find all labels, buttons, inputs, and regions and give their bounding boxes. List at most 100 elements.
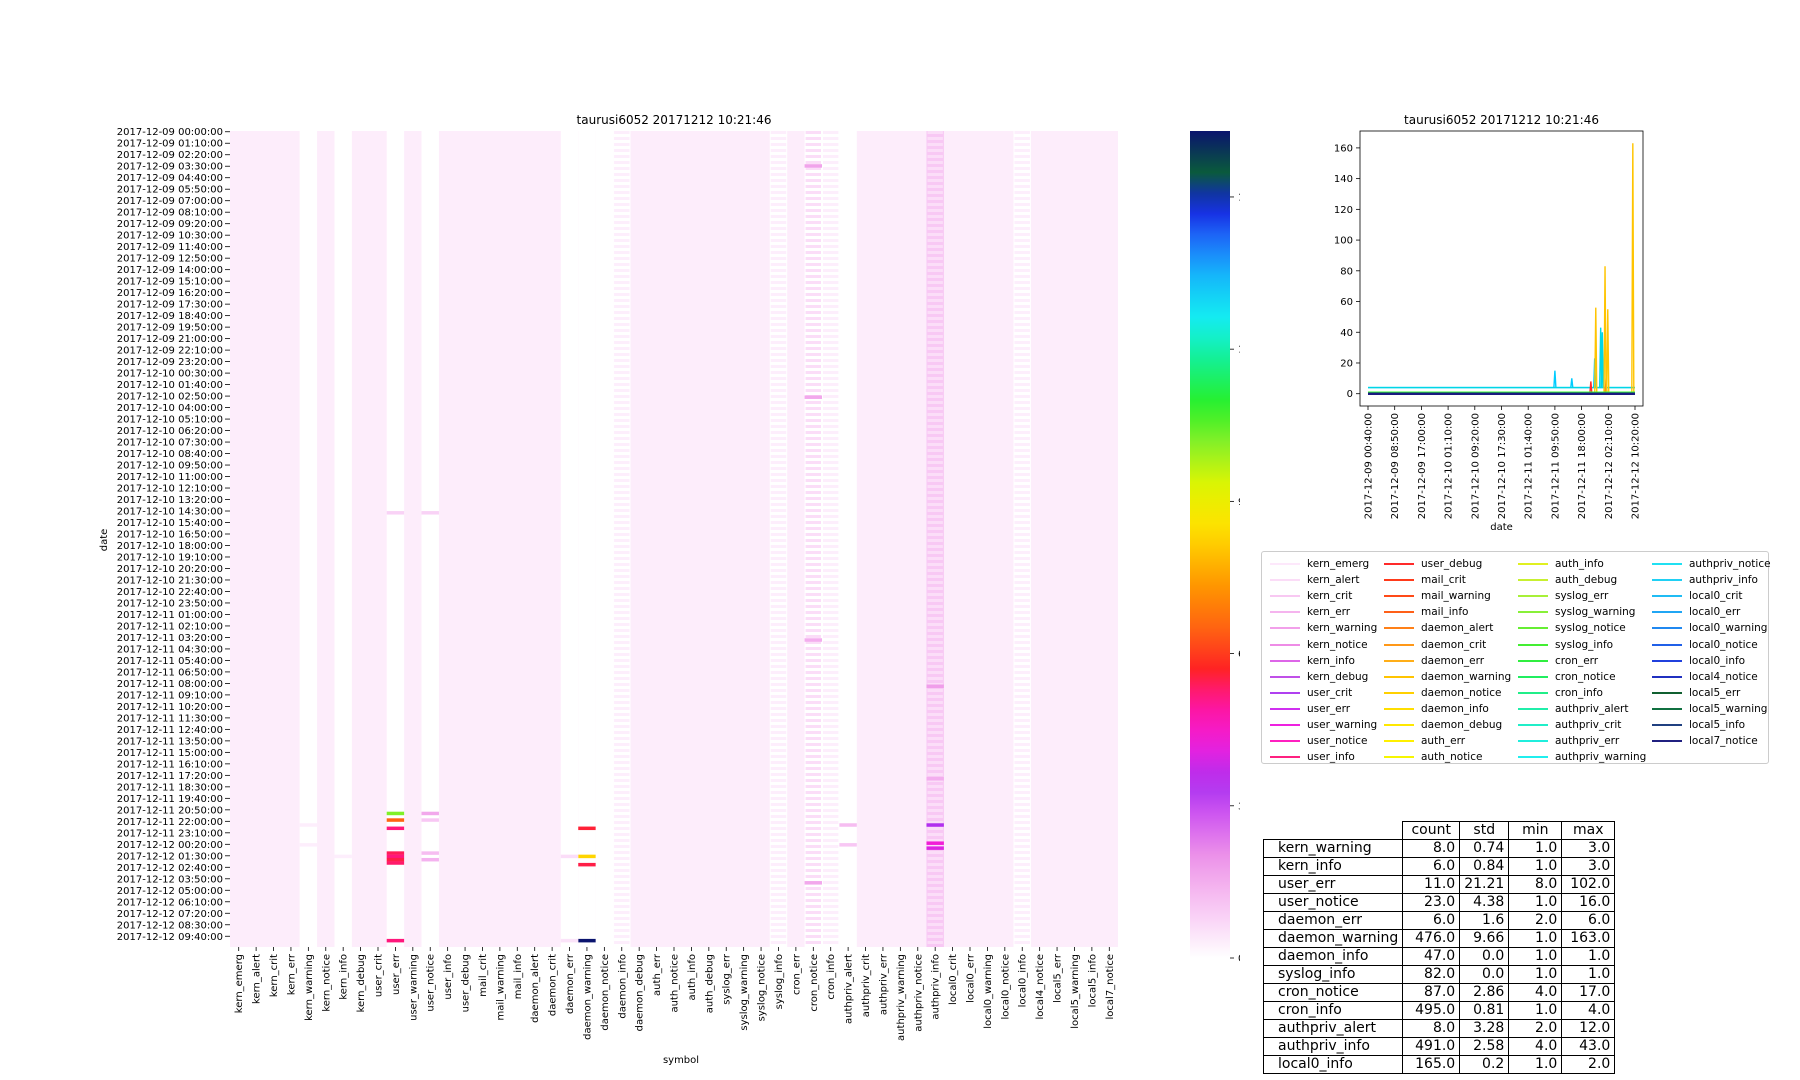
heatmap-stripe <box>927 197 943 200</box>
heatmap-stripe <box>927 821 943 824</box>
heatmap-stripe <box>823 221 839 224</box>
legend-swatch <box>1652 723 1682 726</box>
heatmap-stripe <box>1014 221 1030 224</box>
heatmap-stripe <box>1014 239 1030 242</box>
heatmap-stripe <box>927 695 943 698</box>
heatmap-stripe <box>614 707 630 710</box>
heatmap-stripe <box>927 281 943 284</box>
heatmap-stripe <box>805 215 821 218</box>
heatmap-stripe <box>805 479 821 482</box>
heatmap-stripe <box>927 425 943 428</box>
heatmap-stripe <box>927 431 943 434</box>
heatmap-y-tick-label: 2017-12-09 23:20:00 <box>117 357 223 368</box>
heatmap-stripe <box>1014 257 1030 260</box>
heatmap-stripe <box>770 509 787 512</box>
heatmap-stripe <box>614 317 630 320</box>
heatmap-stripe <box>927 623 943 626</box>
heatmap-stripe <box>927 407 943 410</box>
heatmap-stripe <box>805 131 821 134</box>
heatmap-stripe <box>927 269 943 272</box>
heatmap-stripe <box>1014 785 1030 788</box>
stats-cell: 1.0 <box>1561 965 1616 984</box>
heatmap-stripe <box>823 587 839 590</box>
heatmap-stripe <box>614 329 630 332</box>
heatmap-stripe <box>614 821 630 824</box>
heatmap-stripe <box>927 503 943 506</box>
heatmap-stripe <box>805 863 821 866</box>
heatmap-x-tick-label: daemon_alert <box>530 954 541 1023</box>
heatmap-y-tick-label: 2017-12-12 05:00:00 <box>117 886 223 897</box>
stats-cell: 12.0 <box>1561 1019 1616 1038</box>
heatmap-x-tick-label: user_warning <box>408 954 419 1021</box>
heatmap-stripe <box>823 317 839 320</box>
heatmap-stripe <box>1014 815 1030 818</box>
heatmap-stripe <box>1014 155 1030 158</box>
heatmap-x-tick-label: user_err <box>391 953 402 995</box>
legend-item-kern_crit: kern_crit <box>1266 588 1377 604</box>
legend-item-authpriv_warning: authpriv_warning <box>1514 749 1646 765</box>
heatmap-stripe <box>927 803 943 806</box>
stats-cell: 6.0 <box>1402 857 1461 876</box>
heatmap-stripe <box>614 491 630 494</box>
stats-cell: 0.0 <box>1459 965 1510 984</box>
heatmap-y-tick-label: 2017-12-11 15:00:00 <box>117 748 223 759</box>
heatmap-x-tick-label: local0_err <box>966 953 977 1003</box>
table-row: authpriv_alert 8.0 3.28 2.0 12.0 <box>1262 1019 1616 1038</box>
heatmap-stripe <box>614 803 630 806</box>
line-chart-title: taurusi6052 20171212 10:21:46 <box>1404 113 1599 127</box>
heatmap-stripe <box>614 311 630 314</box>
legend-label: daemon_crit <box>1421 638 1487 651</box>
heatmap-y-tick-label: 2017-12-11 03:20:00 <box>117 633 223 644</box>
heatmap-stripe <box>614 299 630 302</box>
heatmap-y-tick-label: 2017-12-10 16:50:00 <box>117 530 223 541</box>
heatmap-stripe <box>805 923 821 926</box>
stats-cell: 8.0 <box>1402 1019 1461 1038</box>
legend-label: local7_notice <box>1689 735 1758 748</box>
heatmap-stripe <box>1014 503 1030 506</box>
heatmap-stripe <box>823 857 839 860</box>
heatmap-stripe <box>1014 293 1030 296</box>
heatmap-stripe <box>805 581 821 584</box>
heatmap-stripe <box>805 911 821 914</box>
heatmap-stripe <box>1014 215 1030 218</box>
heatmap-stripe <box>1014 551 1030 554</box>
heatmap-stripe <box>805 251 821 254</box>
stats-cell: 8.0 <box>1508 875 1563 894</box>
legend-label: local0_warning <box>1689 622 1768 635</box>
heatmap-stripe <box>614 275 630 278</box>
line-x-tick-label: 2017-12-12 10:20:00 <box>1631 413 1642 519</box>
heatmap-stripe <box>805 419 821 422</box>
heatmap-x-tick-label: kern_warning <box>304 954 315 1021</box>
heatmap-stripe <box>927 599 943 602</box>
heatmap-stripe <box>927 365 943 368</box>
heatmap-stripe <box>614 161 630 164</box>
heatmap-stripe <box>805 293 821 296</box>
heatmap-stripe <box>823 203 839 206</box>
heatmap-x-tick-label: auth_info <box>687 954 698 1000</box>
legend-item-auth_info: auth_info <box>1514 556 1646 572</box>
heatmap-stripe <box>805 701 821 704</box>
heatmap-stripe <box>1014 461 1030 464</box>
heatmap-stripe <box>614 941 630 944</box>
stats-cell: 6.0 <box>1402 911 1461 930</box>
heatmap-stripe <box>823 653 839 656</box>
heatmap-stripe <box>614 833 630 836</box>
stats-cell: 9.66 <box>1459 929 1510 948</box>
heatmap-cell-user_notice <box>421 857 439 862</box>
legend-item-local0_crit: local0_crit <box>1648 588 1771 604</box>
legend-swatch <box>1270 756 1300 759</box>
heatmap-stripe <box>805 425 821 428</box>
table-row: user_notice 23.0 4.38 1.0 16.0 <box>1262 893 1616 912</box>
heatmap-stripe <box>927 929 943 932</box>
heatmap-stripe <box>823 863 839 866</box>
heatmap-stripe <box>927 881 943 884</box>
heatmap-stripe <box>927 335 943 338</box>
heatmap-stripe <box>1014 389 1030 392</box>
heatmap-stripe <box>1014 359 1030 362</box>
heatmap-stripe <box>770 761 787 764</box>
heatmap-stripe <box>823 527 839 530</box>
legend-label: cron_notice <box>1555 670 1616 683</box>
heatmap-x-tick-label: local5_info <box>1087 954 1098 1007</box>
heatmap-stripe <box>614 719 630 722</box>
heatmap-stripe <box>823 437 839 440</box>
